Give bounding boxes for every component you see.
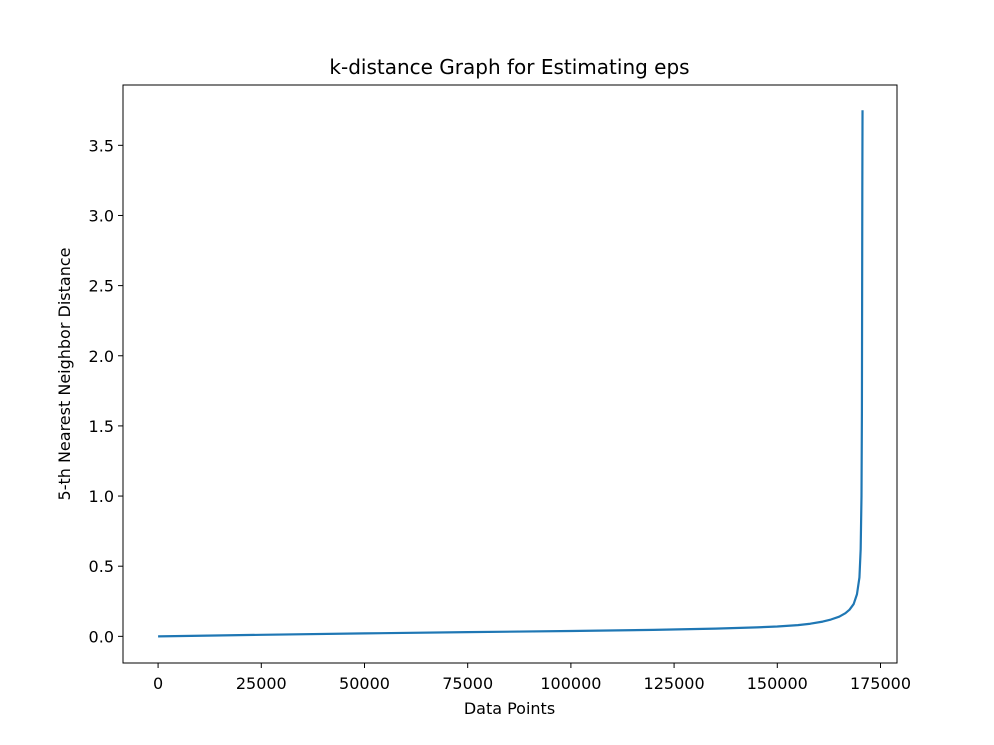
x-tick-label: 0 xyxy=(153,674,163,693)
y-tick-label: 3.5 xyxy=(89,136,114,155)
x-tick-label: 50000 xyxy=(339,674,390,693)
x-tick-label: 25000 xyxy=(236,674,287,693)
y-axis-ticks: 0.0 0.5 1.0 1.5 2.0 2.5 3.0 3.5 xyxy=(89,136,123,646)
plot-frame xyxy=(122,84,898,664)
y-axis-label: 5-th Nearest Neighbor Distance xyxy=(55,248,74,501)
y-tick-label: 2.5 xyxy=(89,277,114,296)
y-tick-label: 0.5 xyxy=(89,557,114,576)
plot-area xyxy=(158,110,864,638)
x-tick-label: 175000 xyxy=(850,674,911,693)
series-line-0 xyxy=(158,110,864,638)
y-tick-label: 2.0 xyxy=(89,347,114,366)
x-axis-label: Data Points xyxy=(464,699,555,718)
y-tick-label: 1.5 xyxy=(89,417,114,436)
y-tick-label: 0.0 xyxy=(89,627,114,646)
y-tick-label: 3.0 xyxy=(89,206,114,225)
y-tick-label: 1.0 xyxy=(89,487,114,506)
x-tick-label: 75000 xyxy=(442,674,493,693)
x-tick-label: 125000 xyxy=(644,674,705,693)
x-axis-ticks: 0 25000 50000 75000 100000 125000 150000 175000 xyxy=(153,663,911,693)
x-tick-label: 100000 xyxy=(540,674,601,693)
x-tick-label: 150000 xyxy=(747,674,808,693)
chart-title: k-distance Graph for Estimating eps xyxy=(329,55,689,79)
